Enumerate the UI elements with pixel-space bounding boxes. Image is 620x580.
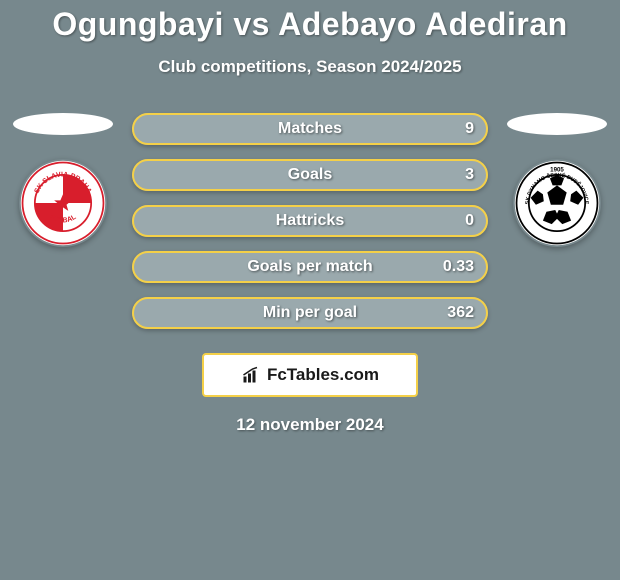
stat-value: 9 xyxy=(465,120,474,138)
stat-bar-goals: Goals 3 xyxy=(132,159,488,191)
stat-bar-hattricks: Hattricks 0 xyxy=(132,205,488,237)
stat-bar-goals-per-match: Goals per match 0.33 xyxy=(132,251,488,283)
bar-chart-icon xyxy=(241,366,261,384)
badge-year: 1905 xyxy=(550,166,564,173)
stat-label: Min per goal xyxy=(263,304,357,322)
stat-value: 3 xyxy=(465,166,474,184)
stat-label: Goals xyxy=(288,166,332,184)
team-badge-left: SK SLAVIA PRAHA FOTBAL xyxy=(19,159,107,247)
stat-bar-matches: Matches 9 xyxy=(132,113,488,145)
team-badge-right: SK DYNAMO ČESKÉ BUDĚJOVICE 1905 xyxy=(513,159,601,247)
pill-shadow-right xyxy=(507,113,607,135)
stat-value: 0.33 xyxy=(443,258,474,276)
stat-label: Matches xyxy=(278,120,342,138)
brand-text: FcTables.com xyxy=(267,365,379,385)
right-team-col: SK DYNAMO ČESKÉ BUDĚJOVICE 1905 xyxy=(502,113,612,247)
comparison-card: Ogungbayi vs Adebayo Adediran Club compe… xyxy=(0,0,620,580)
stat-label: Goals per match xyxy=(247,258,372,276)
subtitle: Club competitions, Season 2024/2025 xyxy=(0,57,620,77)
left-team-col: SK SLAVIA PRAHA FOTBAL xyxy=(8,113,118,247)
content-row: SK SLAVIA PRAHA FOTBAL Matches 9 Goals 3 xyxy=(0,113,620,343)
stat-label: Hattricks xyxy=(276,212,344,230)
stat-value: 362 xyxy=(447,304,474,322)
page-title: Ogungbayi vs Adebayo Adediran xyxy=(0,0,620,43)
stats-column: Matches 9 Goals 3 Hattricks 0 Goals per … xyxy=(118,113,502,343)
stat-bar-min-per-goal: Min per goal 362 xyxy=(132,297,488,329)
pill-shadow-left xyxy=(13,113,113,135)
stat-value: 0 xyxy=(465,212,474,230)
brand-box[interactable]: FcTables.com xyxy=(202,353,418,397)
date-line: 12 november 2024 xyxy=(0,415,620,435)
